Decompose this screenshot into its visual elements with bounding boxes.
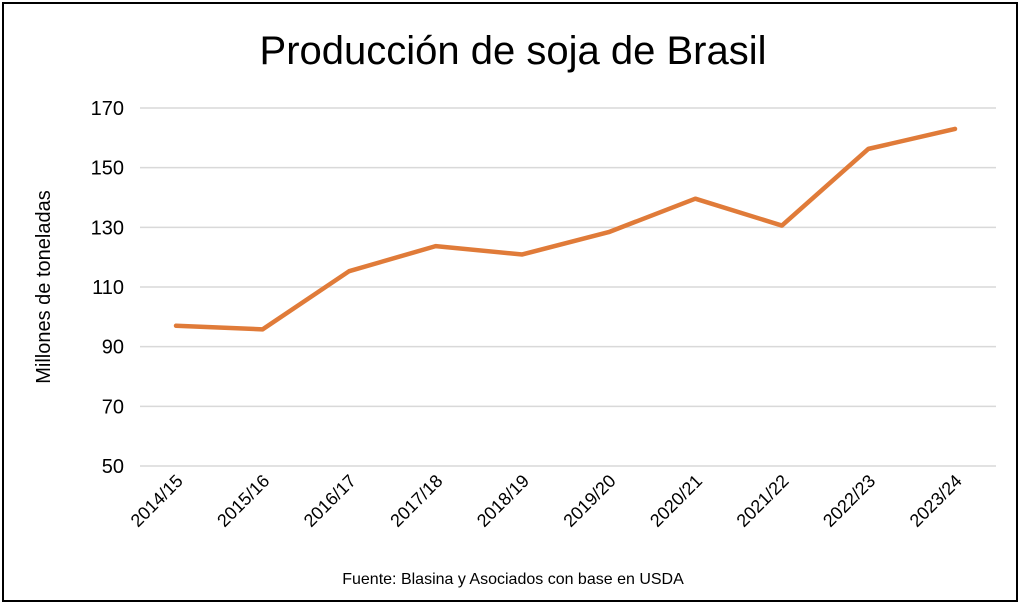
- data-point: [953, 126, 957, 131]
- data-point: [866, 146, 871, 151]
- data-point: [174, 323, 178, 328]
- x-tick-label: 2016/17: [300, 471, 360, 531]
- data-point: [347, 269, 352, 274]
- y-tick-label: 50: [102, 456, 124, 478]
- x-tick-label: 2017/18: [386, 471, 446, 531]
- y-tick-label: 70: [102, 396, 124, 418]
- x-tick-label: 2020/21: [646, 471, 706, 531]
- y-axis-label: Millones de toneladas: [33, 190, 55, 383]
- y-tick-label: 110: [92, 277, 124, 299]
- data-point: [779, 223, 784, 228]
- y-tick-label: 90: [102, 337, 124, 359]
- x-tick-label: 2018/19: [473, 471, 533, 531]
- y-tick-label: 130: [91, 217, 124, 239]
- y-tick-label: 150: [91, 158, 124, 180]
- data-point: [520, 252, 525, 257]
- x-tick-label: 2022/23: [819, 471, 879, 531]
- data-point: [433, 244, 438, 249]
- series-line: [173, 126, 958, 332]
- chart-title: Producción de soja de Brasil: [260, 29, 767, 73]
- chart-frame: [2, 2, 1018, 602]
- data-point: [606, 230, 611, 235]
- y-tick-label: 170: [91, 98, 124, 120]
- x-tick-label: 2019/20: [559, 471, 619, 531]
- x-tick-label: 2021/22: [733, 471, 793, 531]
- data-point: [693, 196, 698, 201]
- x-tick-label: 2015/16: [213, 471, 273, 531]
- x-tick-label: 2023/24: [906, 471, 966, 531]
- x-tick-label: 2014/15: [127, 471, 187, 531]
- data-point: [260, 327, 265, 332]
- source-note: Fuente: Blasina y Asociados con base en …: [342, 571, 684, 588]
